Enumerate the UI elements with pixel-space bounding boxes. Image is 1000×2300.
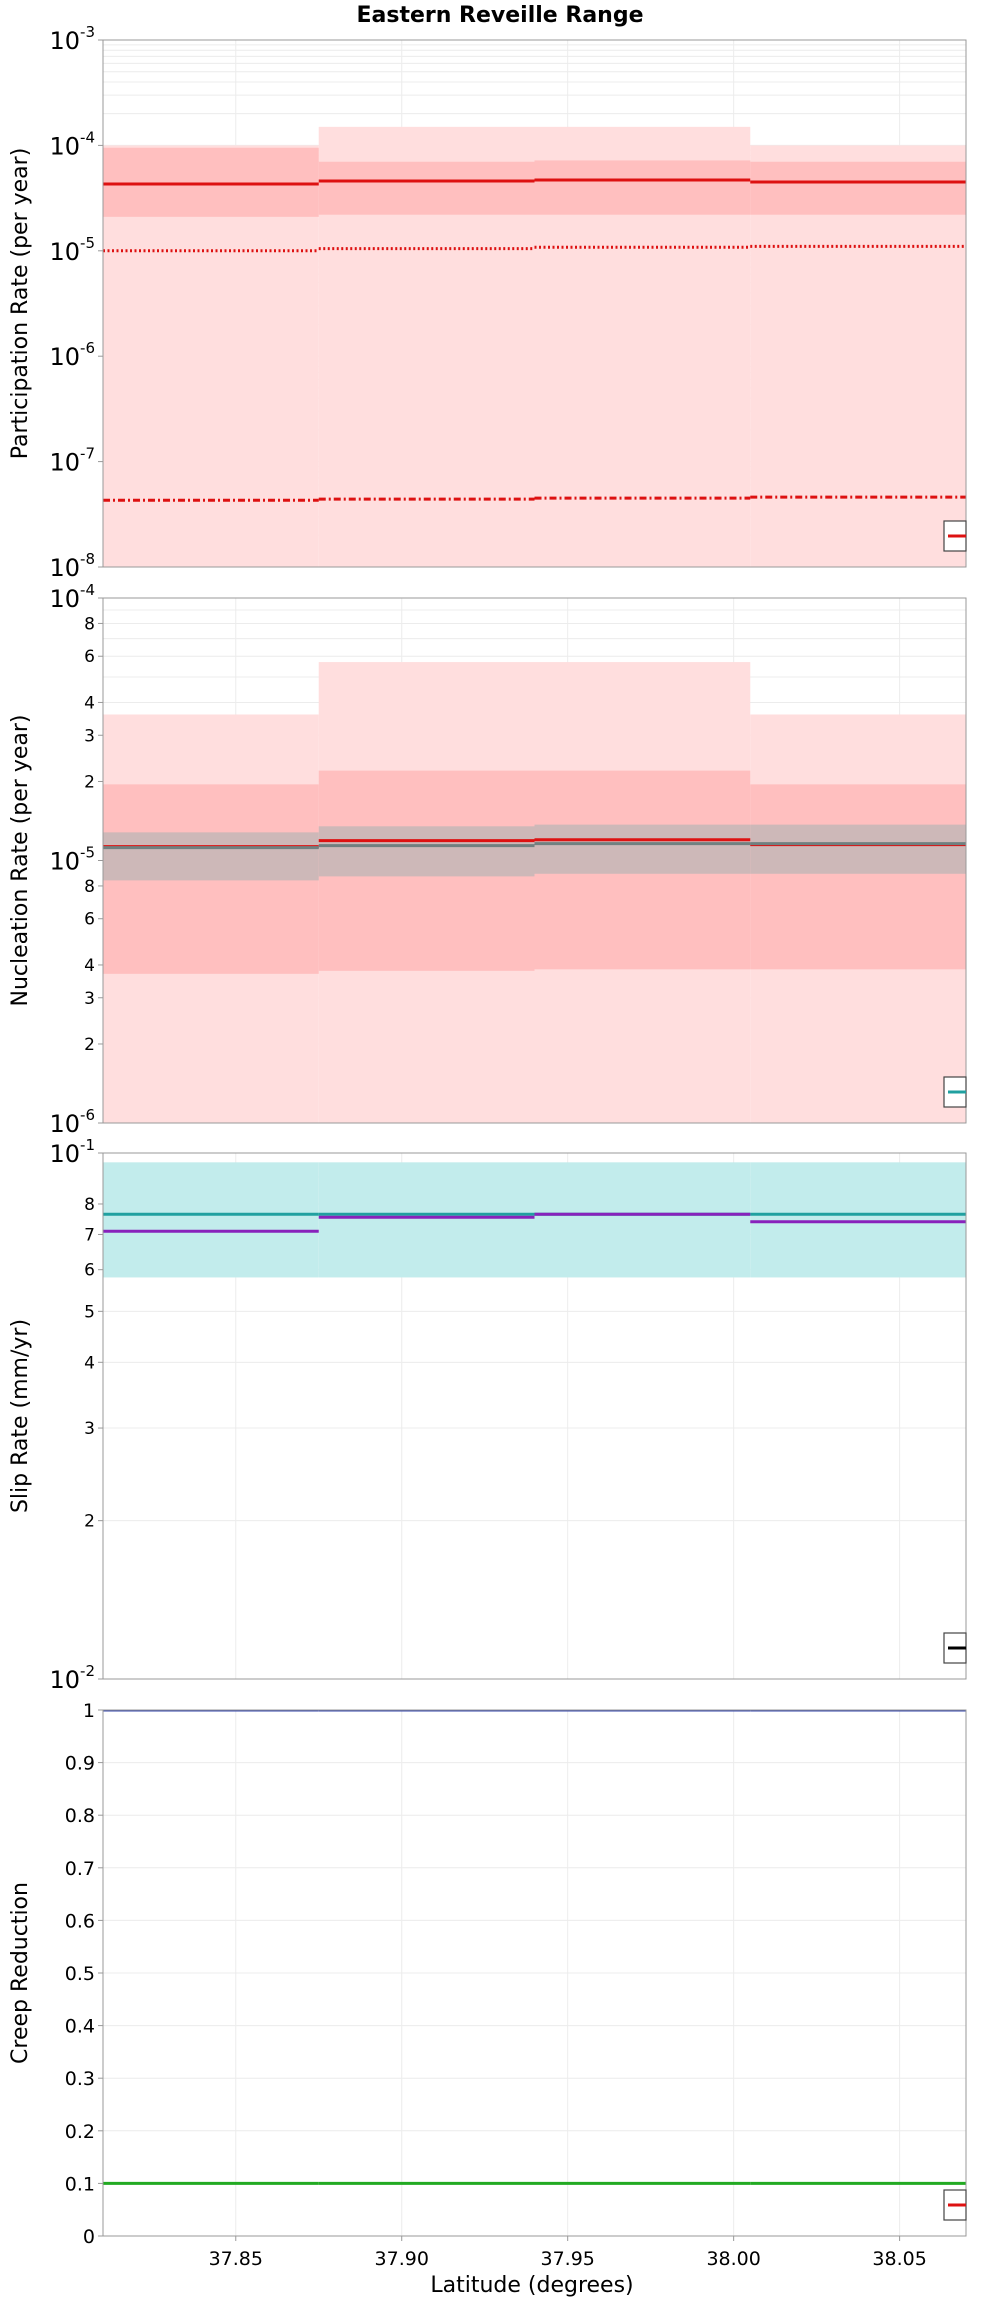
y-tick-label: 4 — [84, 956, 95, 976]
y-tick-label: 10-4 — [49, 581, 95, 613]
band-segment — [534, 1162, 751, 1278]
y-tick-label: 0.3 — [65, 2068, 95, 2090]
legend — [943, 1076, 967, 1108]
band-0 — [103, 1162, 966, 1278]
y-tick-label: 4 — [84, 1353, 95, 1373]
x-axis: 37.85 37.90 37.95 38.00 38.05 — [209, 2236, 927, 2270]
band-segment — [534, 824, 751, 874]
band-segment — [750, 824, 966, 874]
band-1 — [103, 147, 966, 217]
band-segment — [534, 160, 751, 215]
y-tick-label: 0 — [83, 2226, 95, 2248]
y-tick-label: 6 — [84, 1261, 95, 1281]
band-segment — [750, 784, 966, 970]
y-tick-label: 10-7 — [49, 445, 95, 477]
y-tick-label: 6 — [84, 910, 95, 930]
panel-creep: 0 0.1 0.2 0.3 0.4 0.5 0.6 0.7 0.8 0.9 1 Creep Reduc… — [8, 1700, 967, 2270]
y-tick-label: 0.8 — [65, 1805, 95, 1827]
band-segment — [103, 1162, 319, 1278]
y-axis-label: Nucleation Rate (per year) — [8, 715, 33, 1007]
y-tick-label: 10-6 — [49, 339, 95, 371]
band-segment — [318, 1162, 535, 1278]
y-tick-label: 0.6 — [65, 1910, 95, 1932]
y-tick-label: 10-5 — [49, 234, 95, 266]
y-tick-label: 10-3 — [49, 23, 95, 55]
y-tick-label: 0.4 — [65, 2016, 95, 2038]
series-0 — [103, 178, 966, 186]
y-tick-label: 4 — [84, 693, 95, 713]
y-axis: 10-2 2 3 4 5 6 7 8 10-1 — [49, 1136, 103, 1694]
plots: 10-8 10-7 10-6 10-5 10-4 10-3 Participation Ra… — [8, 23, 967, 2270]
y-tick-label: 10-6 — [49, 1106, 95, 1138]
y-axis: 10-8 10-7 10-6 10-5 10-4 10-3 — [49, 23, 103, 582]
y-tick-label: 0.5 — [65, 1963, 95, 1985]
x-tick-label: 37.85 — [209, 2248, 263, 2270]
y-tick-label: 8 — [84, 1195, 95, 1215]
y-tick-label: 6 — [84, 647, 95, 667]
legend — [943, 520, 967, 552]
plot-frame — [102, 1152, 967, 1680]
y-tick-label: 8 — [84, 877, 95, 897]
band-segment — [750, 161, 966, 215]
y-tick-label: 0.1 — [65, 2173, 95, 2195]
y-tick-label: 1 — [83, 1700, 95, 1722]
y-axis-label: Creep Reduction — [8, 1882, 33, 2064]
y-tick-label: 10-4 — [49, 128, 95, 160]
x-axis-label: Latitude (degrees) — [430, 2273, 633, 2298]
y-tick-label: 8 — [84, 614, 95, 634]
y-tick-label: 2 — [84, 1512, 95, 1532]
y-tick-label: 2 — [84, 772, 95, 792]
y-axis-label: Participation Rate (per year) — [8, 148, 33, 460]
legend — [943, 1632, 967, 1664]
x-tick-label: 37.95 — [540, 2248, 594, 2270]
y-tick-label: 10-8 — [49, 550, 95, 582]
band-segment — [103, 147, 319, 217]
y-tick-label: 5 — [84, 1302, 95, 1322]
y-axis-label: Slip Rate (mm/yr) — [8, 1319, 33, 1513]
y-tick-label: 10-5 — [49, 844, 95, 876]
band-segment — [103, 832, 319, 881]
band-segment — [750, 1162, 966, 1278]
legend — [943, 2189, 967, 2221]
series-1 — [103, 842, 966, 850]
x-tick-label: 37.90 — [375, 2248, 429, 2270]
band-segment — [318, 161, 535, 215]
y-tick-label: 0.9 — [65, 1753, 95, 1775]
series-1 — [103, 1212, 966, 1233]
band-segment — [318, 826, 535, 877]
y-tick-label: 10-2 — [49, 1662, 95, 1694]
panel-participation: 10-8 10-7 10-6 10-5 10-4 10-3 Participation Ra… — [8, 23, 967, 582]
figure-title: Eastern Reveille Range — [356, 3, 643, 28]
y-tick-label: 2 — [84, 1035, 95, 1055]
plot-frame — [102, 39, 967, 568]
series-2 — [103, 495, 966, 502]
band-2 — [103, 824, 966, 881]
panel-slip: 10-2 2 3 4 5 6 7 8 10-1 Slip Rate (mm/yr) — [8, 1136, 967, 1694]
x-tick-label: 38.00 — [706, 2248, 760, 2270]
y-tick-label: 7 — [84, 1225, 95, 1245]
y-tick-label: 10-1 — [49, 1136, 95, 1168]
y-tick-label: 3 — [84, 1419, 95, 1439]
y-tick-label: 3 — [84, 726, 95, 746]
x-tick-label: 38.05 — [872, 2248, 926, 2270]
y-tick-label: 0.2 — [65, 2121, 95, 2143]
y-axis: 0 0.1 0.2 0.3 0.4 0.5 0.6 0.7 0.8 0.9 1 — [65, 1700, 103, 2248]
y-tick-label: 0.7 — [65, 1858, 95, 1880]
y-tick-label: 3 — [84, 989, 95, 1009]
